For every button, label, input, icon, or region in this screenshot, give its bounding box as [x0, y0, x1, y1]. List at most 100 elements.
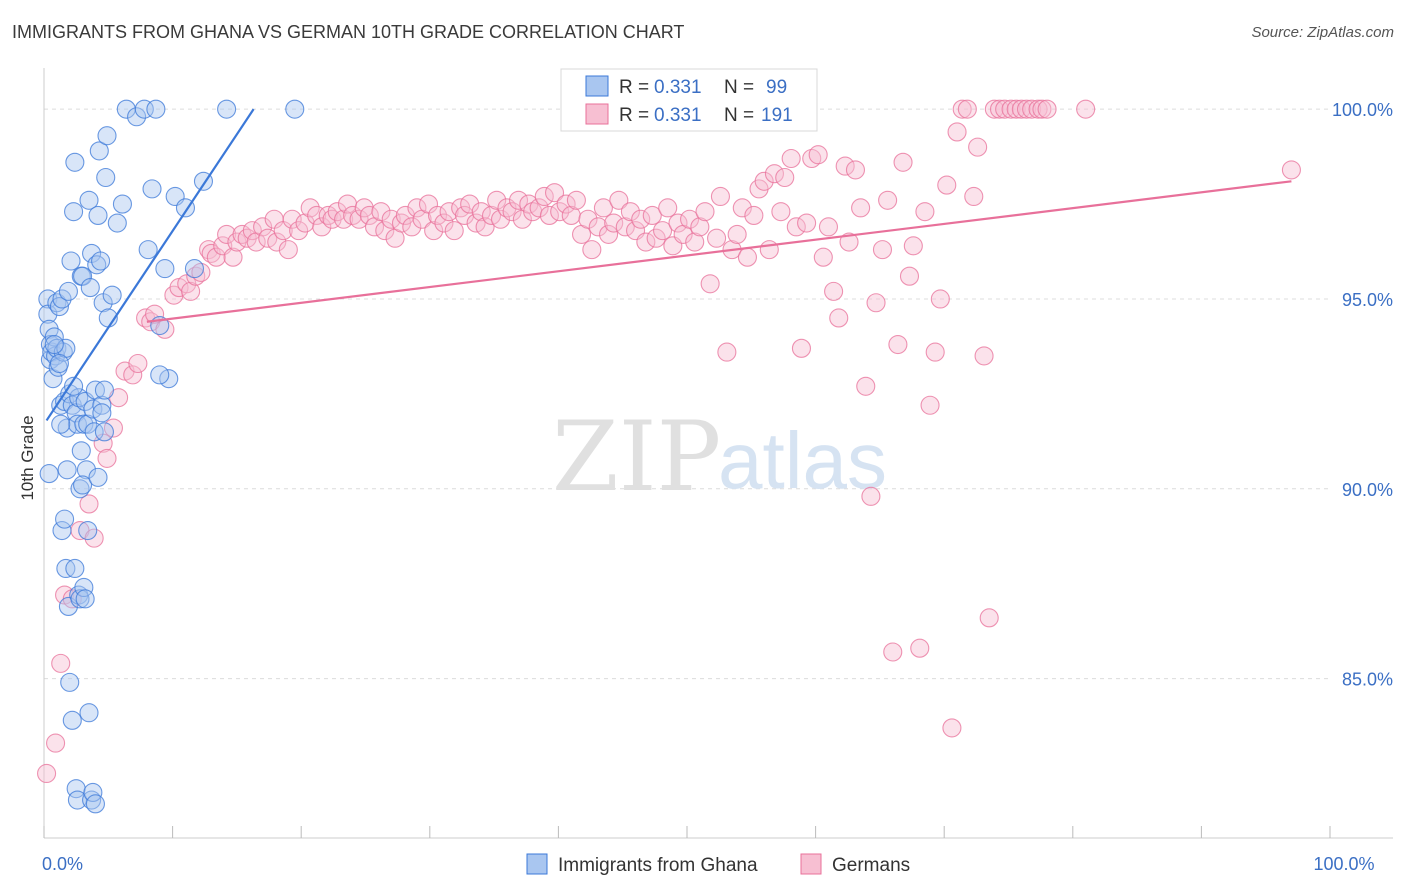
data-point [566, 190, 586, 210]
legend: R = 0.331 N = 99 R = 0.331 N = 191 [560, 68, 818, 132]
data-point [375, 221, 395, 241]
data-point [781, 148, 801, 169]
data-point [427, 205, 448, 226]
data-point [824, 281, 844, 301]
data-point [70, 589, 90, 609]
data-point [58, 281, 78, 301]
data-point [588, 217, 608, 237]
data-point [620, 202, 640, 222]
data-point [599, 224, 619, 244]
data-point [903, 236, 923, 256]
data-point [278, 240, 298, 260]
data-point [49, 297, 69, 317]
data-point [604, 213, 624, 233]
y-tick-label: 90.0% [1342, 480, 1393, 500]
data-point [359, 205, 379, 226]
data-point [866, 293, 886, 313]
data-point [186, 266, 206, 286]
data-point [578, 209, 598, 229]
data-point [995, 99, 1015, 119]
watermark-atlas: atlas [718, 416, 887, 505]
data-point [642, 205, 662, 226]
data-point [52, 289, 72, 309]
series-legend: Immigrants from Ghana Germans [526, 853, 910, 876]
data-point [65, 152, 85, 172]
data-point [371, 202, 391, 222]
series-label-germans: Germans [832, 855, 910, 876]
series-swatch-germans [800, 853, 822, 875]
series-swatch-ghana [526, 853, 548, 875]
watermark: ZIP atlas [552, 401, 887, 513]
legend-r-label: R = [619, 77, 649, 98]
data-point [402, 217, 422, 237]
data-point [609, 190, 629, 210]
data-point [439, 202, 459, 222]
y-tick-label: 95.0% [1342, 290, 1393, 310]
legend-r-label: R = [619, 105, 649, 126]
data-point [138, 240, 158, 260]
x-tick-labels: 0.0% 100.0% [42, 854, 1375, 874]
data-point [146, 99, 166, 119]
data-point [593, 198, 613, 218]
data-point [1006, 99, 1026, 119]
data-point [930, 289, 950, 309]
data-point [707, 228, 727, 248]
legend-r-value: 0.331 [654, 105, 702, 126]
data-point [829, 308, 849, 328]
x-tick-label: 0.0% [42, 854, 83, 874]
data-point [717, 342, 737, 362]
data-point [775, 167, 795, 188]
data-point [615, 217, 635, 237]
data-point [737, 247, 757, 267]
watermark-zip: ZIP [552, 401, 721, 513]
data-point [61, 251, 81, 271]
series-label-ghana: Immigrants from Ghana [558, 855, 758, 876]
data-point [471, 202, 491, 222]
data-point [979, 608, 999, 628]
data-point [744, 205, 764, 226]
data-point [732, 198, 752, 218]
data-point [1016, 99, 1037, 119]
data-point [872, 240, 893, 260]
data-point [786, 217, 806, 237]
data-point [1032, 99, 1052, 119]
trend-line [45, 108, 255, 422]
data-point [84, 528, 104, 548]
data-point [899, 266, 920, 286]
trend-lines [45, 108, 1292, 422]
data-point [267, 232, 287, 252]
data-point [497, 198, 517, 218]
data-point [201, 243, 221, 263]
data-point [893, 152, 913, 172]
data-point [62, 710, 82, 730]
data-point [87, 255, 107, 275]
data-point [968, 137, 988, 157]
data-point [55, 509, 75, 529]
data-point [475, 217, 495, 237]
data-point [289, 221, 309, 241]
trend-line [146, 180, 1292, 323]
data-point [1011, 99, 1031, 119]
data-point [44, 334, 64, 355]
data-point [680, 209, 700, 229]
data-point [690, 217, 710, 237]
data-point [490, 209, 511, 229]
data-point [134, 99, 154, 119]
data-point [71, 441, 91, 461]
data-point [37, 763, 57, 784]
data-point [754, 171, 774, 191]
data-point [700, 274, 720, 294]
data-point [282, 209, 302, 229]
data-point [142, 179, 162, 199]
data-point [1281, 160, 1301, 180]
data-point [88, 205, 108, 226]
data-point [349, 209, 369, 229]
data-point [534, 186, 554, 207]
data-point [107, 213, 127, 233]
y-tick-label: 100.0% [1332, 100, 1393, 120]
data-point [915, 202, 935, 222]
data-point [582, 240, 602, 260]
data-point [46, 733, 66, 753]
data-point [52, 520, 72, 541]
